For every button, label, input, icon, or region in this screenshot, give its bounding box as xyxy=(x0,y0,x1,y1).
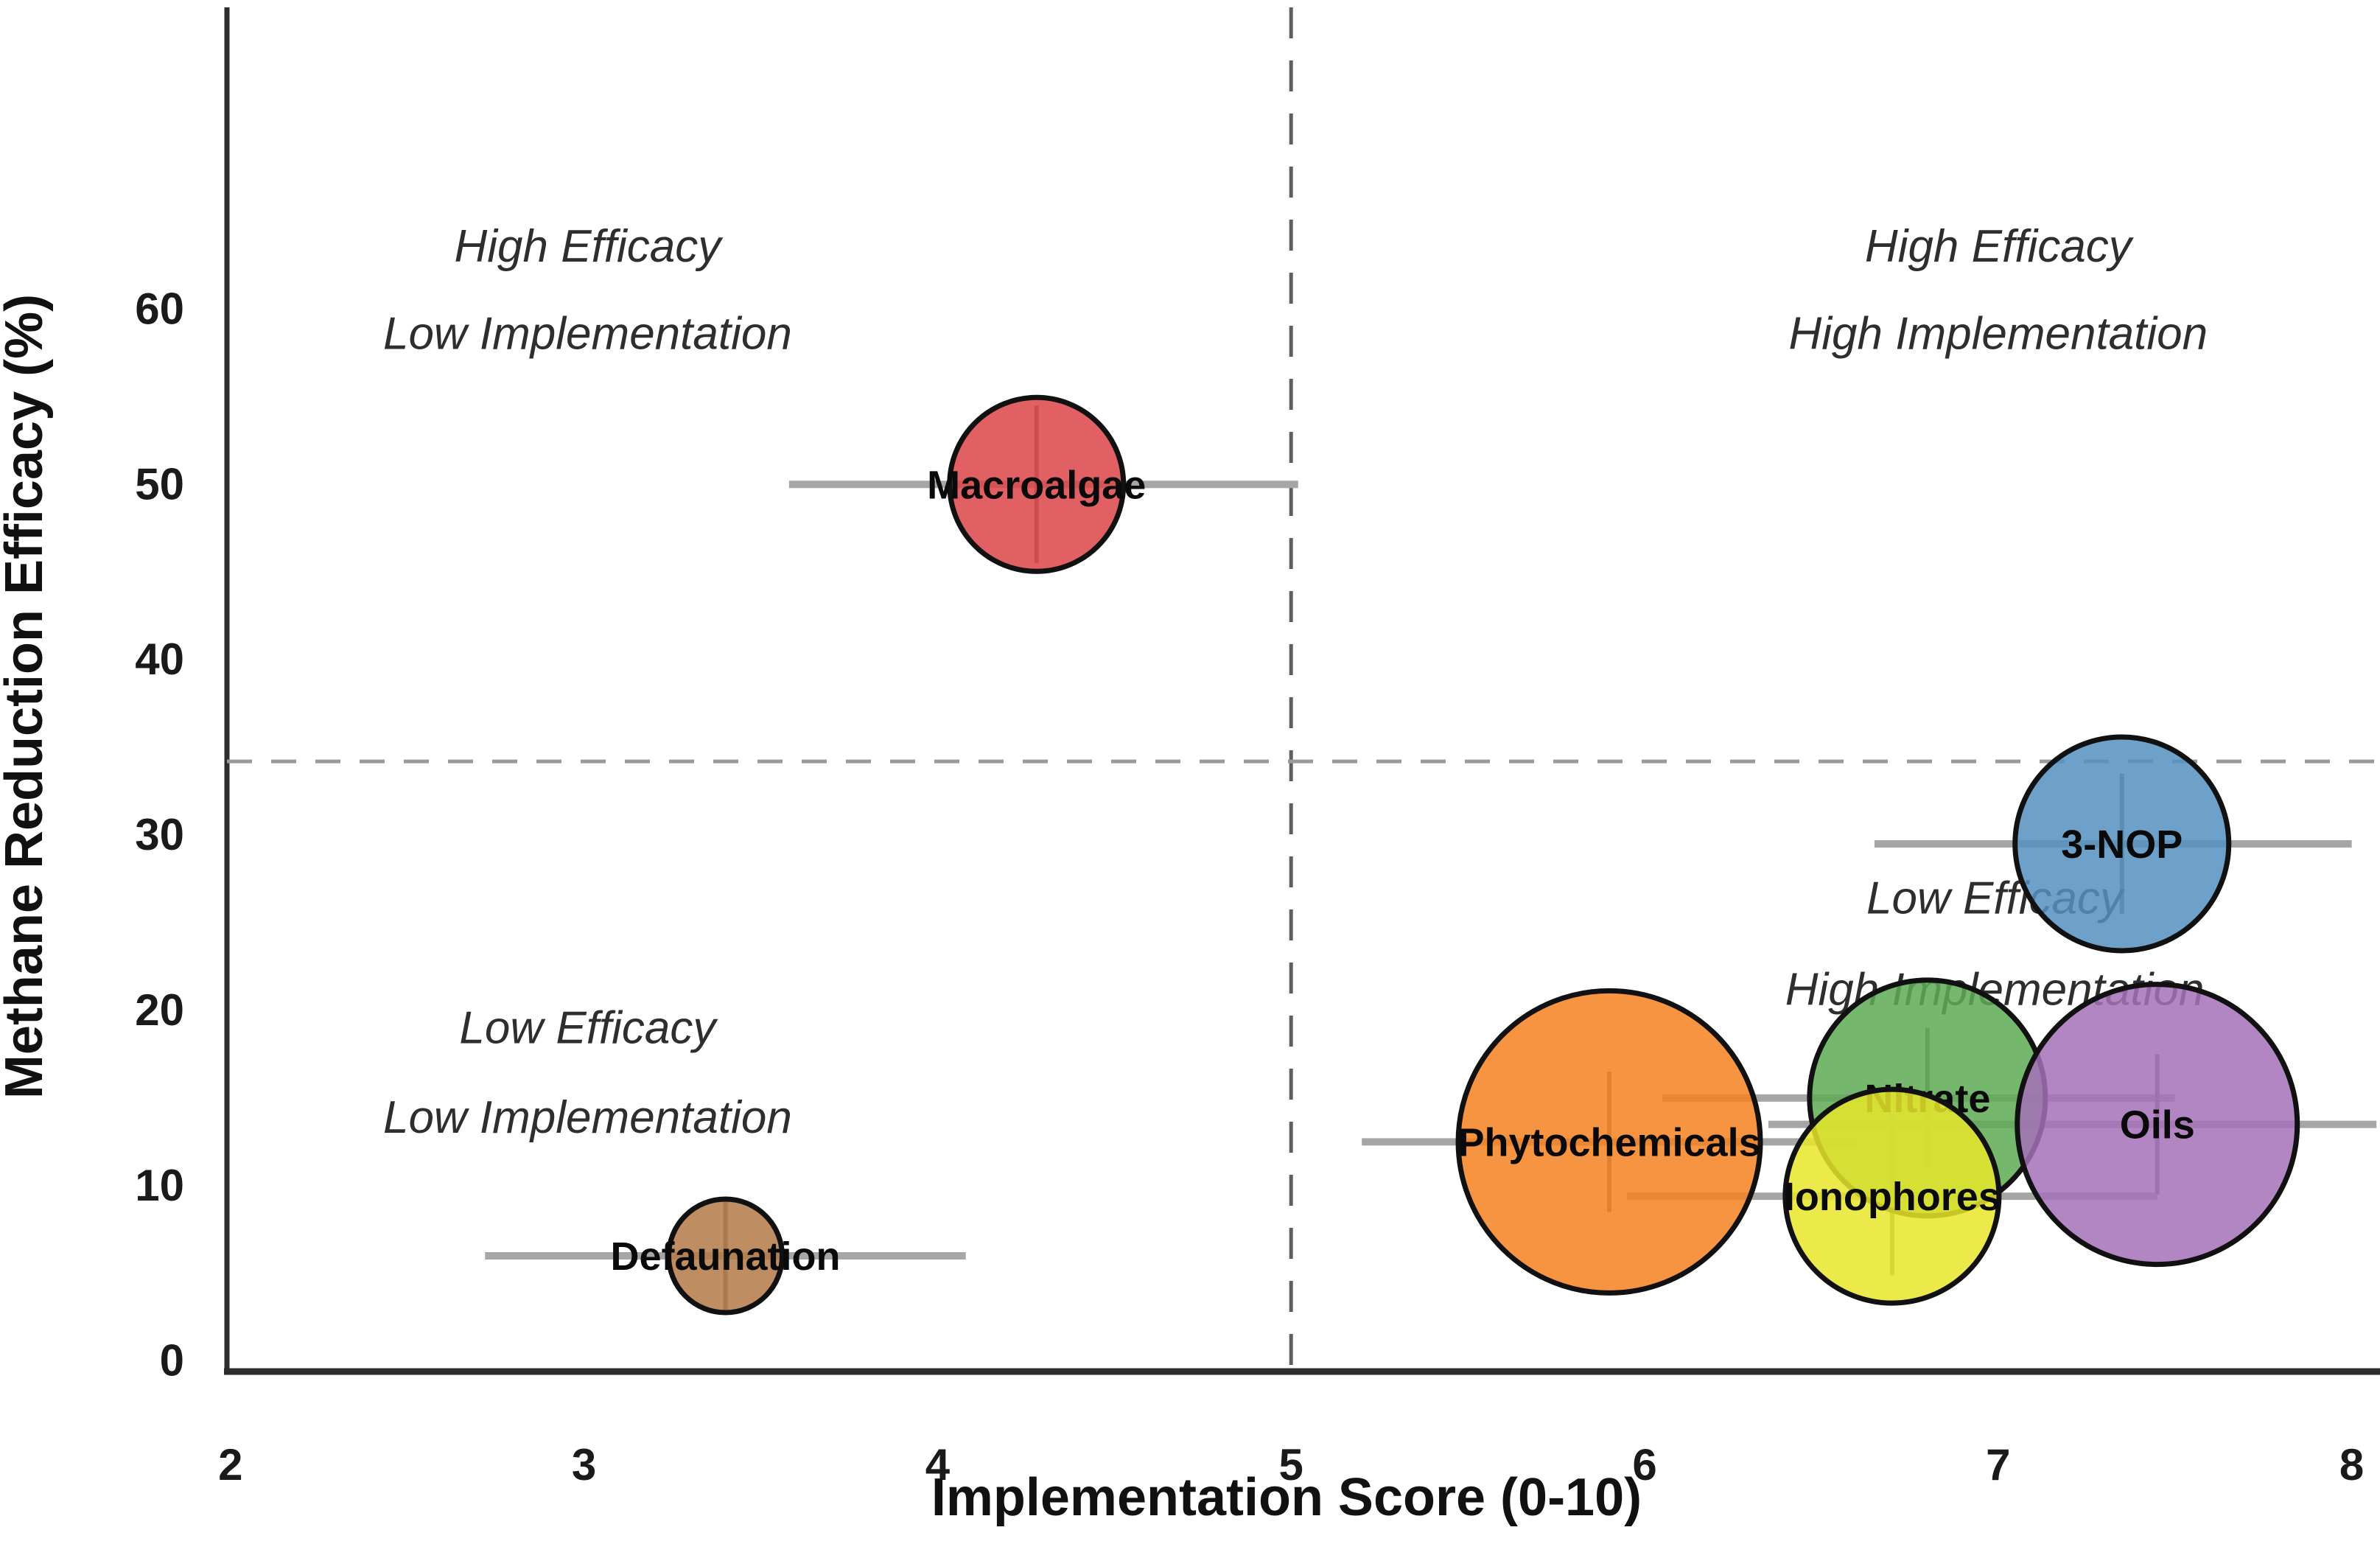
x-tick-7: 7 xyxy=(1986,1440,2010,1489)
axis-spines xyxy=(224,7,2380,1375)
bubble-ionophores xyxy=(1782,1086,2002,1306)
tick-labels: 2 3 4 5 6 7 8 0 10 20 30 40 50 60 xyxy=(135,284,2364,1489)
x-axis-title: Implementation Score (0-10) xyxy=(931,1468,1642,1527)
bubble-label-oils: Oils xyxy=(2120,1103,2195,1147)
bubble-label-3-nop: 3-NOP xyxy=(2061,822,2183,867)
bubble-label-ionophores: Ionophores xyxy=(1784,1175,2001,1219)
y-tick-60: 60 xyxy=(135,284,184,333)
y-tick-30: 30 xyxy=(135,810,184,859)
x-tick-5: 5 xyxy=(1279,1440,1303,1489)
quadrant-label-top-right-line2: High Implementation xyxy=(1788,309,2208,360)
bubble-defaunation xyxy=(666,1196,785,1316)
y-axis-title: Methane Reduction Efficacy (%) xyxy=(0,294,54,1099)
x-tick-6: 6 xyxy=(1632,1440,1656,1489)
y-tick-0: 0 xyxy=(160,1336,184,1386)
reference-lines xyxy=(227,7,2380,1372)
quadrant-label-top-left-line2: Low Implementation xyxy=(383,309,792,360)
bubbles: PhytochemicalsNitrateIonophoresOilsMacro… xyxy=(611,394,2300,1316)
quadrant-label-top-right-line1: High Efficacy xyxy=(1865,221,2135,272)
y-tick-10: 10 xyxy=(135,1161,184,1210)
y-tick-50: 50 xyxy=(135,459,184,509)
bubble-3-nop xyxy=(2012,734,2232,954)
quadrant-label-top-left-line1: High Efficacy xyxy=(454,221,724,272)
x-tick-4: 4 xyxy=(925,1440,951,1489)
x-tick-2: 2 xyxy=(218,1440,242,1489)
bubble-label-phytochemicals: Phytochemicals xyxy=(1457,1120,1760,1164)
y-tick-40: 40 xyxy=(135,635,184,684)
x-tick-8: 8 xyxy=(2339,1440,2364,1489)
x-tick-3: 3 xyxy=(572,1440,596,1489)
quadrant-label-bottom-left-line2: Low Implementation xyxy=(383,1092,792,1143)
bubble-label-macroalgae: Macroalgae xyxy=(927,463,1146,507)
bubble-label-defaunation: Defaunation xyxy=(611,1234,841,1279)
bubble-oils xyxy=(2015,982,2300,1268)
quadrant-label-bottom-left-line1: Low Efficacy xyxy=(459,1003,718,1054)
bubble-macroalgae xyxy=(947,394,1127,574)
bubble-phytochemicals xyxy=(1455,988,1763,1296)
y-tick-20: 20 xyxy=(135,985,184,1035)
